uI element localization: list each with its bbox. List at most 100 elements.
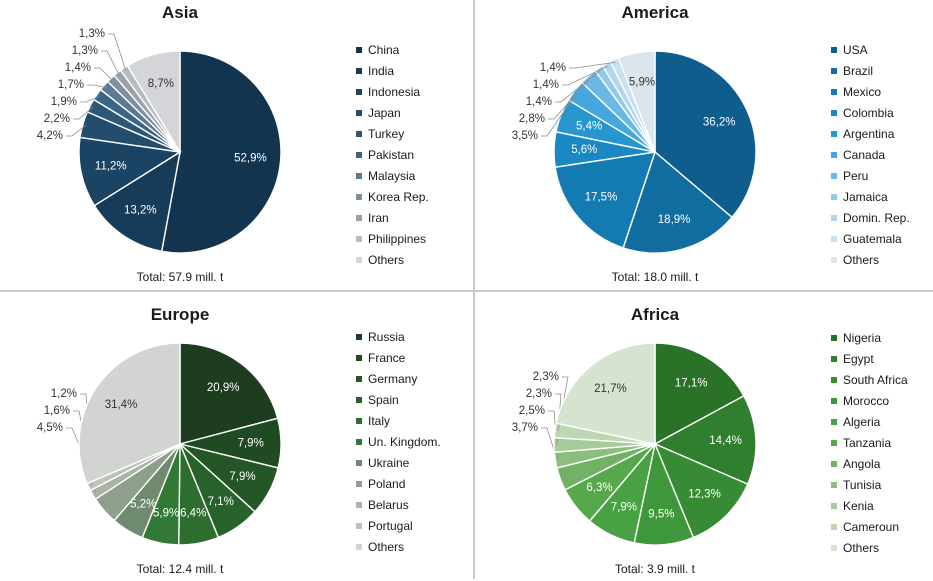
legend-label: Tunisia [843, 478, 882, 493]
legend-swatch [356, 481, 362, 488]
legend-label: Colombia [843, 105, 894, 120]
legend-label: Pakistan [368, 148, 415, 163]
pie-slice-mexico [554, 151, 657, 249]
legend-swatch [831, 173, 837, 180]
legend-item-japan: Japan [356, 102, 429, 123]
legend-item-others: Others [356, 537, 441, 558]
leader-line [101, 50, 120, 76]
legend-item-argentina: Argentina [831, 123, 910, 144]
legend-swatch [356, 109, 362, 116]
slice-label-indonesia: 11,2% [95, 161, 127, 173]
legend-swatch [831, 109, 837, 116]
pie-slice-others [78, 342, 181, 485]
slice-label-nigeria: 17,1% [675, 377, 708, 389]
legend-item-egypt: Egypt [831, 348, 908, 369]
leader-line [80, 95, 100, 103]
slice-label-cameroun: 2,3% [533, 371, 559, 383]
legend-label: Others [843, 253, 880, 268]
slice-label-belarus: 1,6% [44, 405, 70, 417]
legend-label: Domin. Rep. [843, 211, 910, 226]
legend-label: Cameroun [843, 520, 900, 535]
legend-item-un-kingdom: Un. Kingdom. [356, 431, 441, 452]
legend-item-canada: Canada [831, 144, 910, 165]
legend-label: Spain [368, 392, 399, 407]
legend-item-south-africa: South Africa [831, 369, 908, 390]
legend-swatch [356, 439, 362, 446]
legend-label: Russia [368, 329, 405, 344]
legend-item-italy: Italy [356, 410, 441, 431]
legend-swatch [831, 418, 837, 425]
leader-line [94, 67, 114, 81]
legend-item-morocco: Morocco [831, 390, 908, 411]
chart-title: Europe [150, 305, 210, 324]
legend-swatch [831, 524, 837, 531]
slice-label-others: 8,7% [148, 78, 174, 90]
legend-item-angola: Angola [831, 454, 908, 475]
legend-item-china: China [356, 39, 429, 60]
slice-label-colombia: 5,6% [571, 144, 597, 156]
slice-label-brazil: 18,9% [658, 214, 691, 226]
pie-slice-indonesia [78, 136, 182, 207]
slice-label-canada: 3,5% [512, 130, 538, 142]
panel-europe: Europe 20,9% 7,9% 7,9% 7,1% 6,4% 5,9% 5,2% 4,5%… [0, 292, 466, 581]
vertical-divider [473, 0, 475, 579]
legend-item-colombia: Colombia [831, 102, 910, 123]
slice-label-others: 5,9% [629, 77, 655, 89]
legend-label: China [368, 42, 400, 57]
total-label: Total: 12.4 mill. t [136, 562, 224, 576]
slice-label-korea-rep: 1,4% [65, 62, 91, 74]
legend: Nigeria Egypt South Africa Morocco Algeria Ta… [831, 327, 908, 559]
legend-swatch [356, 173, 362, 180]
legend-swatch [356, 130, 362, 137]
pie-slice-usa [654, 50, 757, 219]
slice-label-germany: 7,9% [229, 471, 255, 483]
chart-title: Africa [630, 305, 680, 324]
legend-swatch [356, 523, 362, 530]
legend-item-pakistan: Pakistan [356, 144, 429, 165]
legend-label: Others [368, 540, 405, 555]
legend-item-iran: Iran [356, 208, 429, 229]
slice-label-spain: 7,1% [208, 496, 234, 508]
total-label: Total: 3.9 mill. t [614, 562, 696, 576]
legend-item-others: Others [831, 250, 910, 271]
legend-swatch [831, 334, 837, 341]
legend-swatch [831, 215, 837, 222]
slice-label-kenia: 2,3% [526, 388, 552, 400]
legend-item-portugal: Portugal [356, 516, 441, 537]
pie-slice-others [126, 50, 181, 155]
legend-label: Italy [368, 413, 391, 428]
legend-swatch [356, 417, 362, 424]
legend-item-cameroun: Cameroun [831, 517, 908, 538]
legend-item-algeria: Algeria [831, 411, 908, 432]
legend-item-poland: Poland [356, 474, 441, 495]
panel-america: America 36,2% 18,9% 17,5% 5,6% 5,4% 3,5% 2,8% 1… [475, 0, 933, 289]
legend-swatch [831, 440, 837, 447]
legend-label: France [368, 350, 406, 365]
legend-swatch [356, 152, 362, 159]
legend-item-nigeria: Nigeria [831, 327, 908, 348]
slice-label-south-africa: 12,3% [688, 489, 721, 501]
legend-swatch [356, 375, 362, 382]
slice-label-guatemala: 1,4% [540, 62, 566, 74]
pie-slice-brazil [622, 150, 733, 254]
legend-item-india: India [356, 60, 429, 81]
slice-label-russia: 20,9% [207, 382, 240, 394]
pie-slice-nigeria [654, 342, 745, 446]
legend-label: Guatemala [843, 232, 902, 247]
slice-label-france: 7,9% [238, 437, 264, 449]
slice-label-japan: 4,2% [37, 130, 63, 142]
legend-swatch [356, 502, 362, 509]
legend-label: Kenia [843, 499, 874, 514]
total-label: Total: 18.0 mill. t [611, 270, 699, 284]
legend-swatch [356, 88, 362, 95]
legend-swatch [831, 236, 837, 243]
legend-item-domin-rep: Domin. Rep. [831, 208, 910, 229]
legend-item-tunisia: Tunisia [831, 475, 908, 496]
legend-label: Ukraine [368, 456, 410, 471]
legend-label: South Africa [843, 372, 908, 387]
slice-label-china: 52,9% [234, 152, 267, 164]
pie-slice-others [617, 50, 656, 153]
slice-label-philippines: 1,3% [79, 28, 105, 40]
legend-swatch [356, 257, 362, 264]
legend: China India Indonesia Japan Turkey Pakistan Ma… [356, 39, 429, 271]
